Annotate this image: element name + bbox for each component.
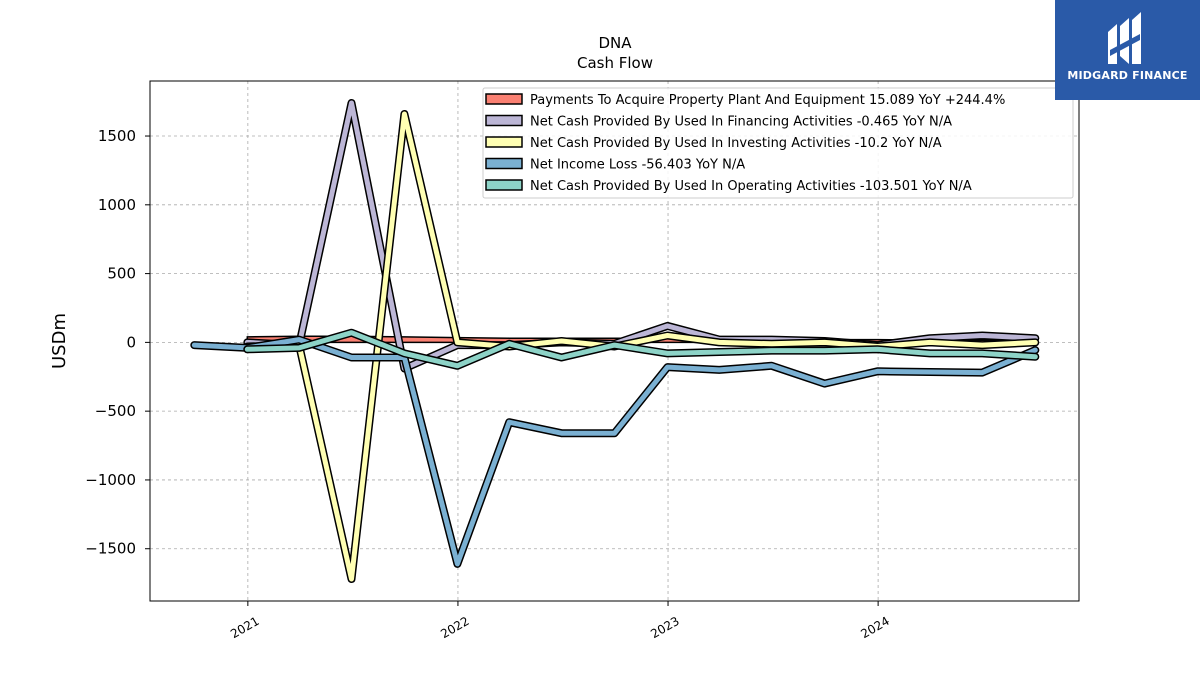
y-tick-label: −1000 [85,471,136,489]
y-tick-label: 1500 [98,127,136,145]
legend-box [482,87,1074,199]
legend-swatch [485,93,523,105]
y-tick-label: 1000 [98,196,136,214]
legend-swatch [485,179,523,191]
legend-swatch [485,136,523,148]
y-axis-label: USDm [49,313,70,369]
legend-label: Net Cash Provided By Used In Financing A… [530,115,952,130]
plot-frame [149,80,1080,602]
legend-swatch [485,157,523,170]
chart-title: DNA [598,34,632,52]
series-line-4 [244,330,1038,369]
series-line-3 [191,337,1038,567]
midgard-finance-logo: MIDGARD FINANCE [1055,0,1200,100]
x-tick-label: 2023 [648,614,681,641]
midgard-logo-icon [1108,12,1141,64]
legend-label: Net Cash Provided By Used In Operating A… [530,179,972,194]
series-layer [190,99,1040,583]
chart-subtitle: Cash Flow [577,54,653,72]
y-tick-label: −500 [95,402,136,420]
x-tick-label: 2024 [858,614,891,641]
x-tick-label: 2021 [228,614,261,641]
legend-label: Payments To Acquire Property Plant And E… [530,93,1005,108]
y-tick-label: 500 [107,265,136,283]
y-tick-label: 0 [126,333,136,351]
axis-ticks: −1500 −1000 −500 0 500 1000 1500 2021 2022 2023 20… [85,127,892,641]
legend: Payments To Acquire Property Plant And E… [482,87,1074,199]
logo-brand-text: MIDGARD FINANCE [1067,69,1188,82]
y-tick-label: −1500 [85,540,136,558]
legend-label: Net Cash Provided By Used In Investing A… [530,136,942,151]
legend-label: Net Income Loss -56.403 YoY N/A [530,158,745,173]
x-tick-label: 2022 [438,614,471,641]
legend-swatch [485,114,523,127]
